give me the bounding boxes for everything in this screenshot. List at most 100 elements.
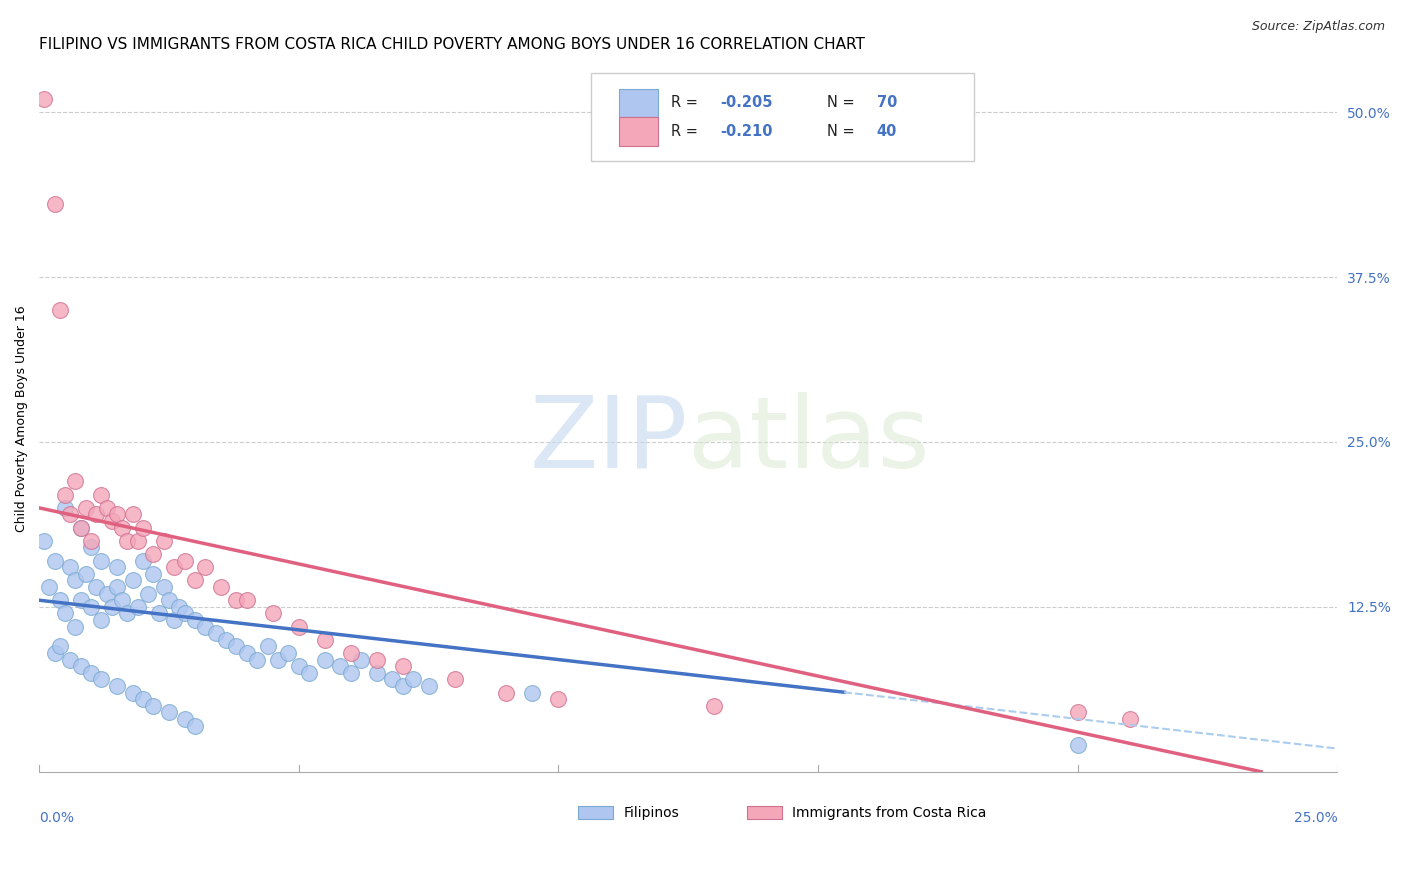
Point xyxy=(1067,706,1090,720)
Point xyxy=(80,541,103,555)
Point xyxy=(59,652,82,666)
Point xyxy=(262,607,284,621)
Point xyxy=(80,533,103,548)
Point xyxy=(391,659,413,673)
Point xyxy=(152,533,174,548)
Point xyxy=(256,640,278,654)
FancyBboxPatch shape xyxy=(578,806,613,819)
Point xyxy=(157,593,180,607)
Text: atlas: atlas xyxy=(689,392,929,489)
Point xyxy=(1067,739,1090,753)
Point xyxy=(121,508,143,522)
Point xyxy=(44,646,66,660)
Point xyxy=(366,652,388,666)
Point xyxy=(277,646,299,660)
Point xyxy=(117,607,139,621)
Point xyxy=(75,566,97,581)
Point xyxy=(69,593,91,607)
Point xyxy=(53,607,76,621)
Point xyxy=(173,712,195,726)
Point xyxy=(204,626,226,640)
Point xyxy=(236,646,259,660)
Point xyxy=(381,673,404,687)
Point xyxy=(184,574,207,588)
Point xyxy=(90,554,112,568)
Point xyxy=(53,500,76,515)
Point xyxy=(267,652,290,666)
Text: -0.210: -0.210 xyxy=(721,124,773,139)
Point xyxy=(194,619,217,633)
Point xyxy=(84,508,107,522)
Point xyxy=(225,640,247,654)
Point xyxy=(65,619,87,633)
Text: 40: 40 xyxy=(876,124,897,139)
Point xyxy=(173,607,195,621)
Point xyxy=(246,652,269,666)
Point xyxy=(184,613,207,627)
Point xyxy=(402,673,425,687)
Point xyxy=(225,593,247,607)
Point xyxy=(38,580,60,594)
Point xyxy=(105,580,128,594)
Text: R =: R = xyxy=(672,95,703,111)
Point xyxy=(101,514,124,528)
Point xyxy=(142,566,165,581)
Point xyxy=(350,652,373,666)
Point xyxy=(96,500,118,515)
Point xyxy=(136,586,159,600)
Text: N =: N = xyxy=(827,124,859,139)
Point xyxy=(127,533,149,548)
Y-axis label: Child Poverty Among Boys Under 16: Child Poverty Among Boys Under 16 xyxy=(15,306,28,533)
Point xyxy=(132,692,155,706)
Point xyxy=(314,632,336,647)
Point xyxy=(194,560,217,574)
FancyBboxPatch shape xyxy=(620,118,658,145)
Text: Filipinos: Filipinos xyxy=(623,805,679,820)
Point xyxy=(69,521,91,535)
FancyBboxPatch shape xyxy=(620,88,658,117)
Point xyxy=(547,692,569,706)
Point xyxy=(236,593,259,607)
Point xyxy=(391,679,413,693)
Text: Source: ZipAtlas.com: Source: ZipAtlas.com xyxy=(1251,20,1385,33)
Point xyxy=(314,652,336,666)
FancyBboxPatch shape xyxy=(591,73,974,161)
Point xyxy=(65,475,87,489)
Point xyxy=(132,521,155,535)
Text: 25.0%: 25.0% xyxy=(1294,811,1337,824)
Point xyxy=(1118,712,1140,726)
Point xyxy=(111,521,134,535)
Point xyxy=(329,659,352,673)
Text: 0.0%: 0.0% xyxy=(39,811,75,824)
Point xyxy=(339,665,361,680)
Point xyxy=(90,488,112,502)
Point xyxy=(152,580,174,594)
Point xyxy=(157,706,180,720)
Point xyxy=(121,574,143,588)
Point xyxy=(117,533,139,548)
Point xyxy=(163,613,186,627)
Point xyxy=(84,580,107,594)
Text: R =: R = xyxy=(672,124,703,139)
Point xyxy=(80,599,103,614)
Point xyxy=(53,488,76,502)
Point xyxy=(443,673,465,687)
Point xyxy=(44,554,66,568)
Point xyxy=(34,92,56,106)
Point xyxy=(215,632,238,647)
Point xyxy=(90,613,112,627)
Point xyxy=(101,599,124,614)
Point xyxy=(287,659,309,673)
FancyBboxPatch shape xyxy=(747,806,782,819)
Text: -0.205: -0.205 xyxy=(721,95,773,111)
Point xyxy=(173,554,195,568)
Point xyxy=(366,665,388,680)
Point xyxy=(148,607,170,621)
Point xyxy=(49,303,72,318)
Text: 70: 70 xyxy=(876,95,897,111)
Point xyxy=(339,646,361,660)
Point xyxy=(127,599,149,614)
Point xyxy=(59,508,82,522)
Text: ZIP: ZIP xyxy=(530,392,689,489)
Point xyxy=(44,197,66,211)
